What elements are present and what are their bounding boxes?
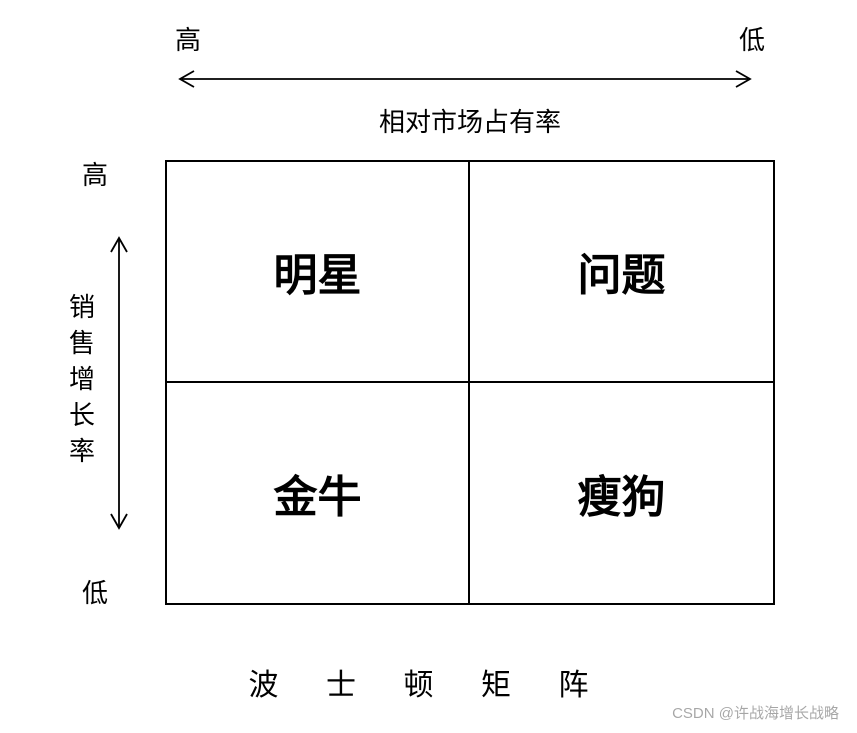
x-axis-end-labels: 高 低 bbox=[175, 20, 765, 57]
double-arrow-horizontal-icon bbox=[170, 69, 760, 89]
double-arrow-vertical-icon bbox=[109, 228, 129, 538]
quadrant-top-right: 问题 bbox=[470, 162, 773, 383]
watermark-text: CSDN @许战海增长战略 bbox=[672, 702, 839, 723]
y-axis-title: 销售增长率 bbox=[62, 293, 99, 473]
matrix-grid: 明星 问题 金牛 瘦狗 bbox=[165, 160, 775, 605]
y-axis-mid: 销售增长率 bbox=[62, 233, 129, 533]
diagram-title: 波 士 顿 矩 阵 bbox=[0, 660, 857, 704]
x-axis-title: 相对市场占有率 bbox=[170, 102, 770, 139]
y-bottom-label: 低 bbox=[82, 573, 108, 610]
y-axis-group: 高 销售增长率 低 bbox=[50, 155, 140, 610]
quadrant-top-left: 明星 bbox=[167, 162, 470, 383]
quadrant-bottom-right: 瘦狗 bbox=[470, 383, 773, 604]
x-axis-group: 高 低 相对市场占有率 bbox=[170, 20, 770, 139]
x-right-label: 低 bbox=[739, 20, 765, 57]
x-left-label: 高 bbox=[175, 20, 201, 57]
diagram-container: 高 低 相对市场占有率 高 销售增长率 低 明星 问题 金牛 瘦狗 波 士 顿 … bbox=[0, 0, 857, 733]
y-top-label: 高 bbox=[82, 155, 108, 192]
quadrant-bottom-left: 金牛 bbox=[167, 383, 470, 604]
